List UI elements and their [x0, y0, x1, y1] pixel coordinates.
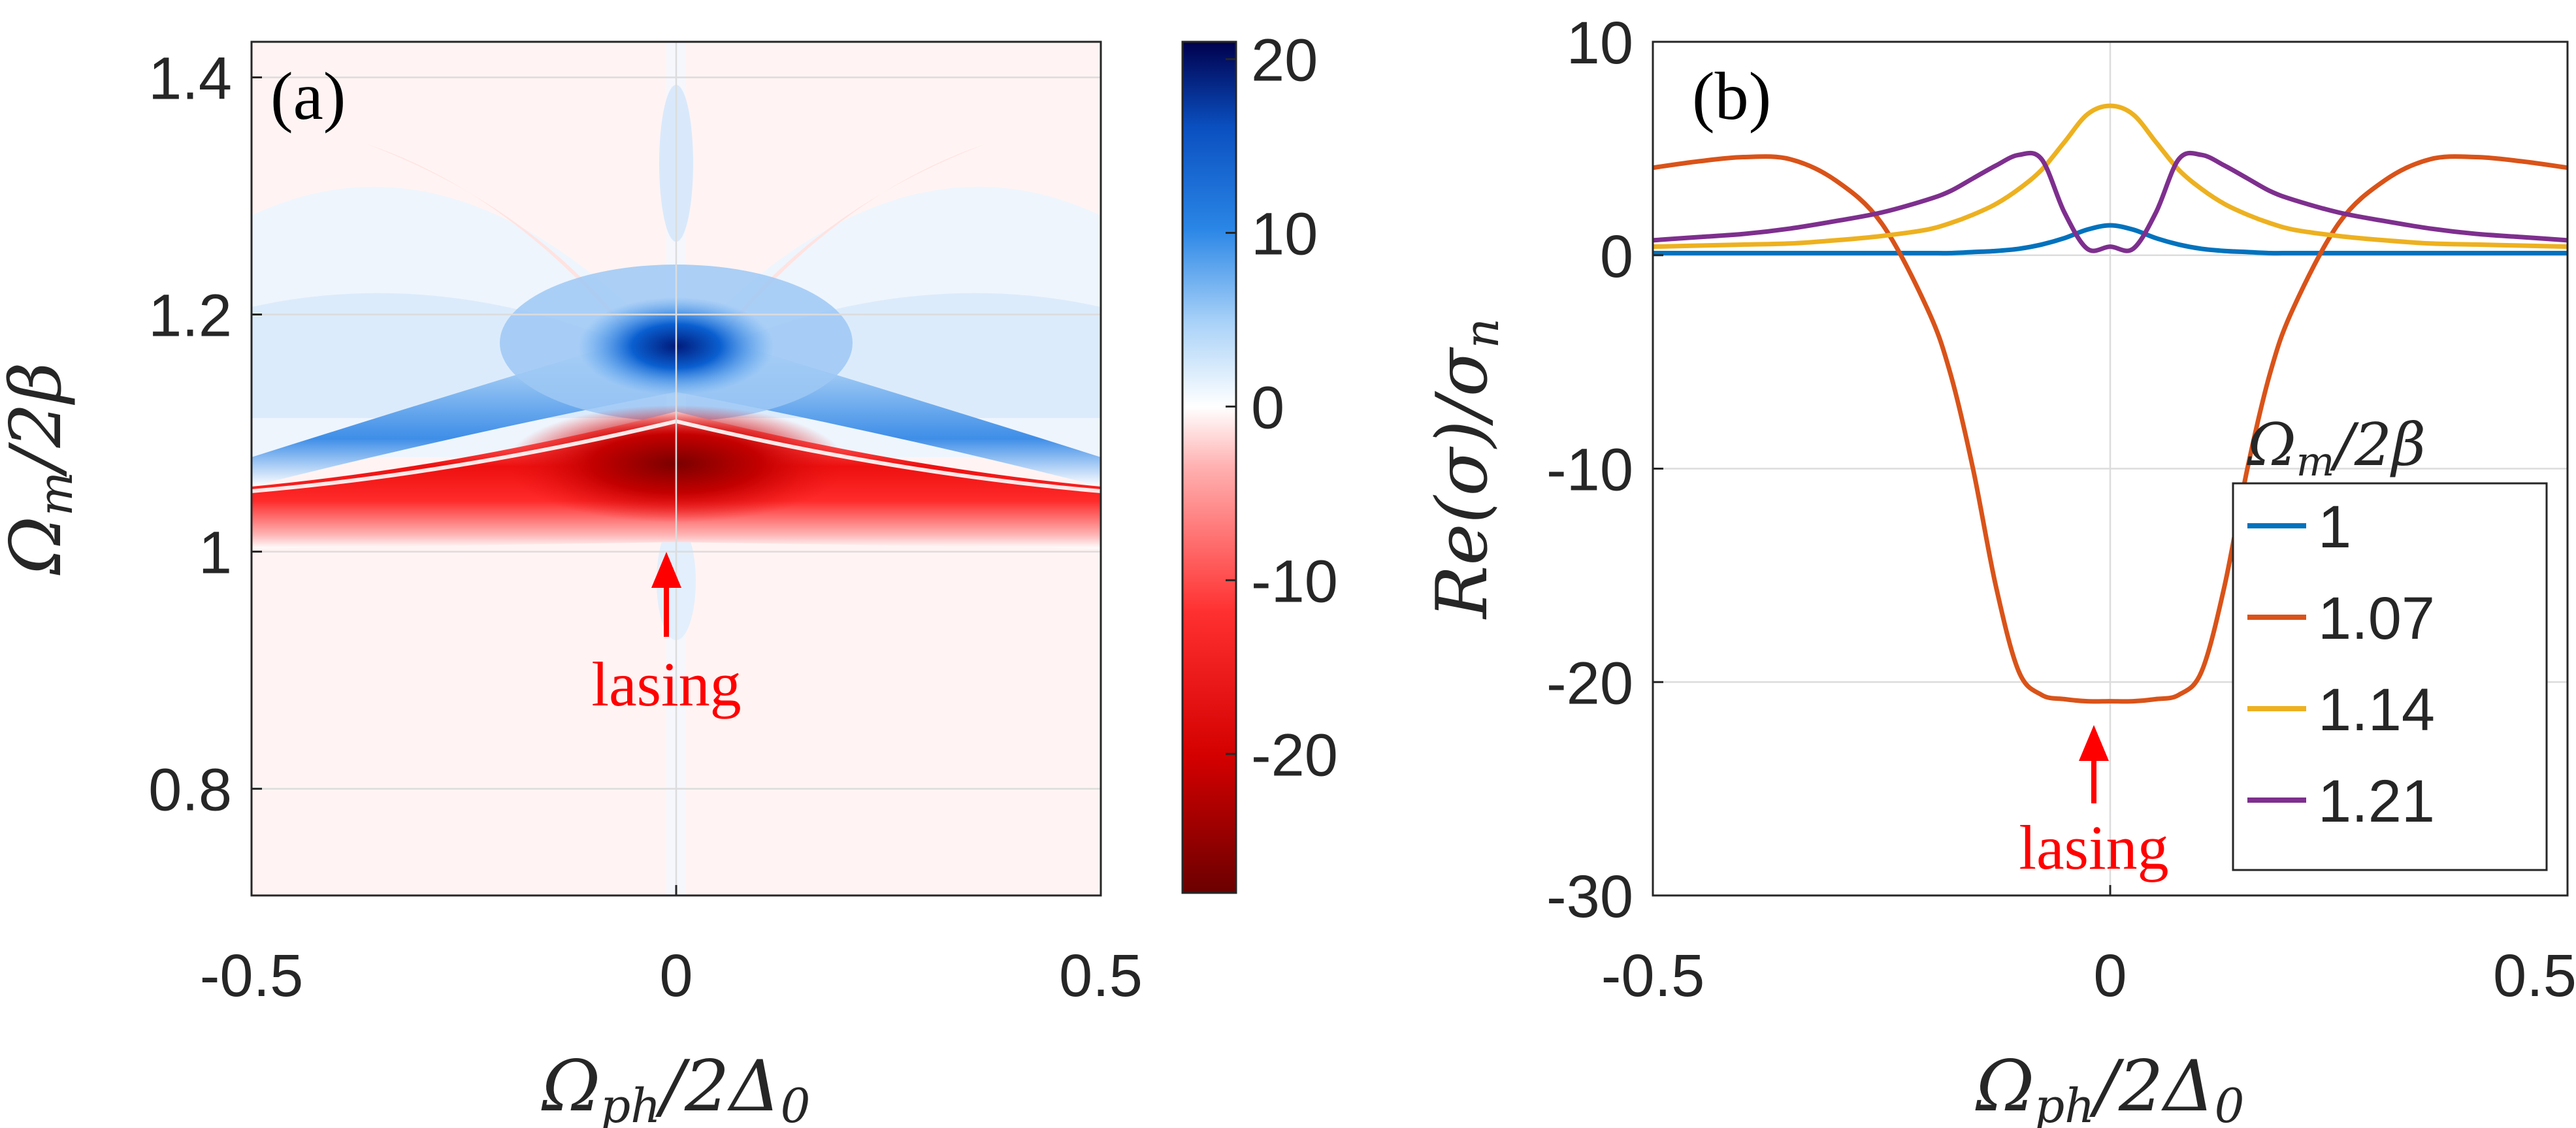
lasing-label-a: lasing — [591, 649, 741, 719]
legend-box — [2232, 482, 2548, 871]
lasing-annotation-b: lasing — [2019, 725, 2169, 882]
x-tick-label: 0 — [659, 943, 693, 1009]
legend-entry-label: 1.21 — [2318, 768, 2435, 835]
lasing-annotation-a: lasing — [591, 552, 742, 719]
y-axis-label-b: Re(σ)/σn — [1422, 318, 1509, 620]
y-tick-label: 10 — [1567, 10, 1633, 76]
panel-a: -0.5 0 0.5 0.8 1 1.2 1.4 (a) lasing Ωph/2Δ0 Ωm… — [0, 27, 1338, 1128]
lasing-label-b: lasing — [2019, 813, 2168, 882]
series-line-1 — [1653, 223, 2568, 256]
colorbar-ticks: 20 10 0 -10 -20 — [1226, 27, 1338, 788]
y-tick-label: 0 — [1600, 223, 1633, 290]
y-tick-label: -20 — [1546, 650, 1633, 717]
colorbar: 20 10 0 -10 -20 — [1181, 27, 1338, 894]
colorbar-tick-label: -10 — [1251, 548, 1338, 615]
legend-entry-label: 1.14 — [2318, 677, 2435, 743]
y-tick-label: 1.4 — [148, 45, 232, 112]
legend-items: 1 1.07 1.14 1.21 — [2247, 494, 2435, 835]
ticks-b: -0.5 0 0.5 10 0 -10 -20 -30 — [1546, 10, 2576, 1009]
x-axis-label-a: Ωph/2Δ0 — [541, 1046, 811, 1128]
colorbar-tick-label: -20 — [1251, 722, 1338, 788]
series-lines — [1653, 103, 2568, 704]
y-tick-label: -10 — [1546, 437, 1633, 504]
x-tick-label: 0.5 — [1059, 943, 1143, 1009]
legend-entry-label: 1.07 — [2318, 585, 2435, 652]
y-tick-label: 1 — [199, 520, 232, 587]
y-tick-label: 0.8 — [148, 757, 232, 824]
panel-label-a: (a) — [270, 59, 346, 134]
y-tick-label: -30 — [1546, 863, 1633, 930]
colorbar-tick-label: 20 — [1251, 27, 1318, 94]
x-tick-label: -0.5 — [200, 943, 304, 1009]
colorbar-tick-label: 0 — [1251, 374, 1284, 441]
legend-title: Ωm/2β — [2247, 411, 2426, 485]
ticks-a: -0.5 0 0.5 0.8 1 1.2 1.4 — [148, 45, 1143, 1009]
legend-entry-label: 1 — [2318, 494, 2351, 560]
series-line-1.07 — [1653, 154, 2568, 704]
x-tick-label: -0.5 — [1601, 943, 1705, 1009]
legend: Ωm/2β 1 1.07 1.14 1.21 — [2232, 411, 2548, 871]
x-tick-label: 0 — [2093, 943, 2127, 1009]
panel-label-b: (b) — [1692, 59, 1771, 134]
y-tick-label: 1.2 — [148, 283, 232, 349]
series-line-1.14 — [1653, 103, 2568, 250]
series-line-1.21 — [1653, 150, 2568, 253]
x-axis-label-b: Ωph/2Δ0 — [1975, 1046, 2245, 1128]
y-axis-label-a: Ωm/2β — [0, 362, 83, 575]
x-tick-label: 0.5 — [2493, 943, 2576, 1009]
colorbar-tick-label: 10 — [1251, 201, 1318, 268]
